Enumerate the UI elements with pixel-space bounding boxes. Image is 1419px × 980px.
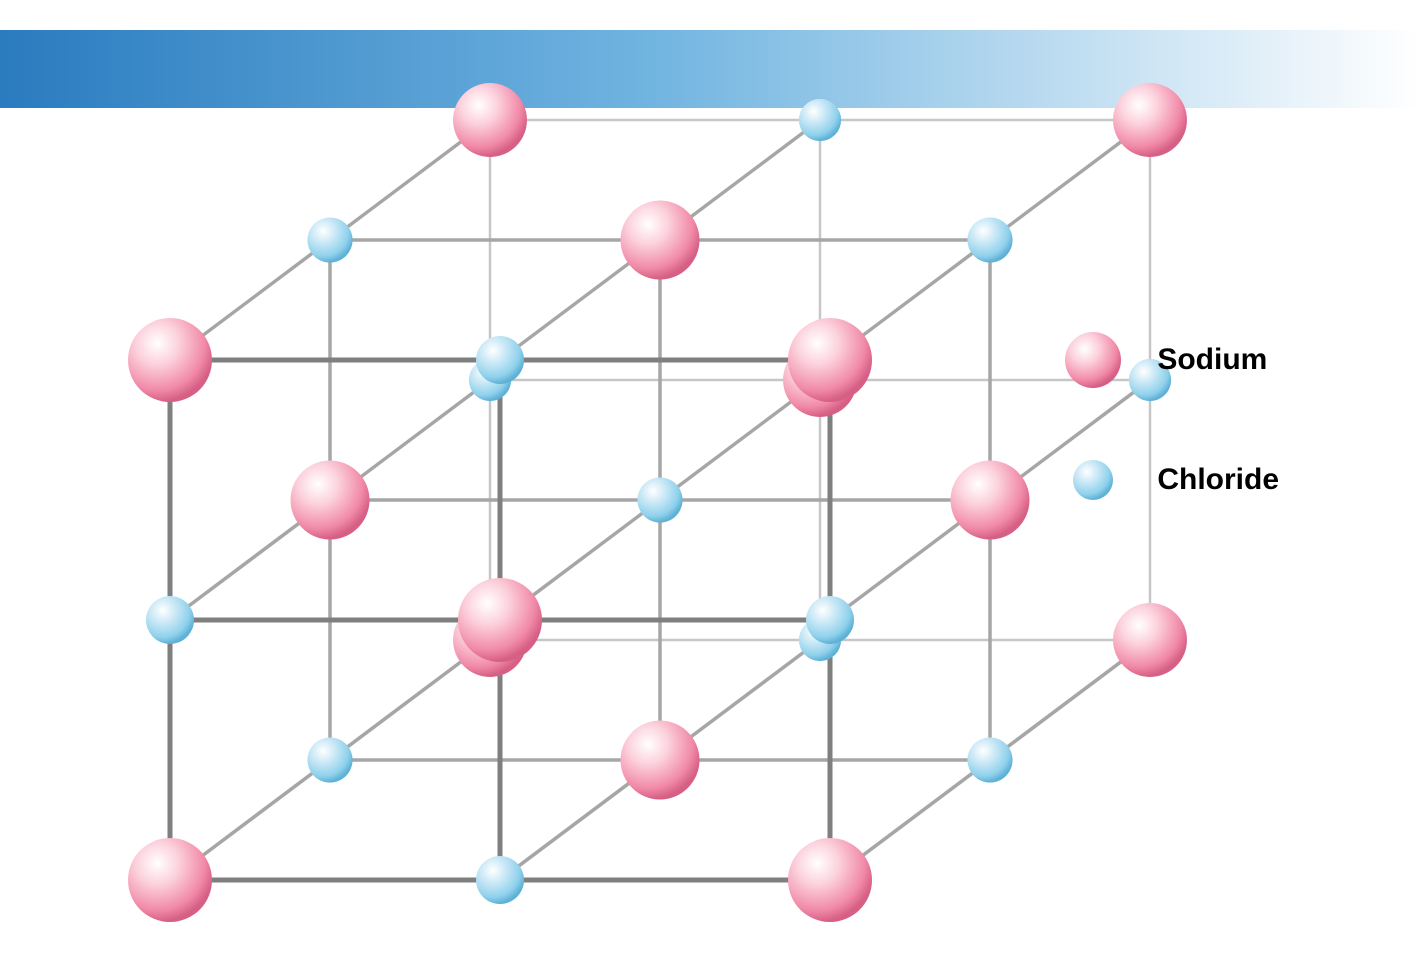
sodium-atom (621, 721, 700, 800)
chloride-atom (476, 336, 524, 384)
sodium-atom (458, 578, 542, 662)
legend-label-chloride: Chloride (1157, 463, 1279, 497)
chloride-atom (799, 99, 841, 141)
legend-swatch-chloride (1063, 450, 1123, 510)
chloride-atom (806, 596, 854, 644)
legend-swatch-sodium (1063, 330, 1123, 390)
chloride-atom (967, 737, 1012, 782)
sodium-atom (291, 461, 370, 540)
legend-label-sodium: Sodium (1157, 343, 1267, 377)
sodium-atom (788, 318, 872, 402)
chloride-atom (307, 217, 352, 262)
chloride-atom (146, 596, 194, 644)
legend-row-chloride: Chloride (1063, 450, 1279, 510)
sodium-atom (128, 838, 212, 922)
chloride-atom (637, 477, 682, 522)
sodium-atom (1113, 83, 1187, 157)
sodium-atom (788, 838, 872, 922)
sodium-atom (951, 461, 1030, 540)
chloride-atom (476, 856, 524, 904)
sodium-atom (1113, 603, 1187, 677)
sodium-atom (621, 201, 700, 280)
chloride-atom (307, 737, 352, 782)
lattice-atoms (128, 83, 1187, 922)
title-bar-bg (0, 30, 1419, 108)
legend-row-sodium: Sodium (1063, 330, 1279, 390)
legend: Sodium Chloride (1063, 330, 1279, 570)
chloride-atom (967, 217, 1012, 262)
sodium-atom (453, 83, 527, 157)
sodium-atom (128, 318, 212, 402)
